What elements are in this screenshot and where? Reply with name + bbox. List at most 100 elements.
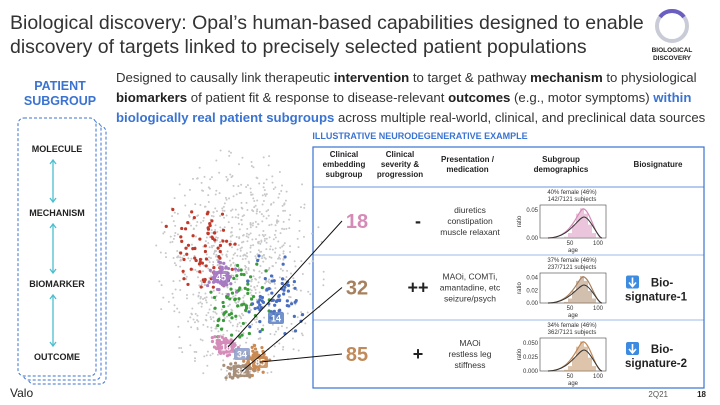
- embedding-dot: [258, 291, 261, 294]
- embedding-dot: [291, 330, 294, 333]
- embedding-dot: [262, 200, 265, 203]
- embedding-dot: [183, 194, 186, 197]
- embedding-dot: [283, 228, 286, 231]
- cluster-dot: [204, 264, 208, 268]
- cluster-dot: [218, 260, 223, 265]
- embedding-dot: [297, 349, 300, 352]
- embedding-dot: [231, 216, 234, 219]
- embedding-dot: [202, 216, 205, 219]
- embedding-dot: [221, 209, 224, 212]
- mini-y-tick: 0.050: [523, 341, 539, 347]
- embedding-dot: [234, 270, 237, 273]
- embedding-dot: [237, 216, 240, 219]
- embedding-dot: [240, 241, 243, 244]
- cluster-dot: [261, 370, 265, 374]
- embedding-dot: [279, 267, 282, 270]
- embedding-dot: [262, 186, 265, 189]
- embedding-dot: [281, 245, 284, 248]
- embedding-dot: [292, 348, 295, 351]
- cluster-dot: [226, 266, 231, 271]
- embedding-dot: [236, 325, 239, 328]
- mini-bar: [572, 290, 576, 303]
- cluster-dot: [207, 280, 211, 284]
- embedding-dot: [251, 323, 254, 326]
- embedding-dot: [192, 318, 195, 321]
- cluster-dot: [285, 299, 289, 303]
- embedding-dot: [237, 330, 240, 333]
- embedding-dot: [196, 270, 199, 273]
- embedding-dot: [288, 218, 291, 221]
- embedding-dot: [289, 245, 292, 248]
- embedding-dot: [162, 296, 165, 299]
- embedding-dot: [201, 270, 204, 273]
- embedding-dot: [234, 216, 237, 219]
- presentation-line: diuretics: [454, 205, 486, 215]
- column-header: severity &: [381, 160, 419, 169]
- embedding-dot: [322, 270, 325, 273]
- cluster-dot: [192, 215, 196, 220]
- embedding-dot: [285, 227, 288, 230]
- embedding-dot: [263, 239, 266, 242]
- embedding-dot: [279, 257, 282, 260]
- mini-density: [547, 349, 603, 372]
- embedding-dot: [239, 255, 242, 258]
- embedding-dot: [235, 235, 238, 238]
- embedding-dot: [267, 305, 270, 308]
- cluster-dot: [294, 298, 298, 303]
- embedding-dot: [194, 312, 197, 315]
- cluster-dot: [249, 275, 253, 279]
- embedding-dot: [231, 208, 234, 211]
- mini-bar: [576, 280, 580, 303]
- embedding-dot: [212, 244, 215, 247]
- cluster-dot: [230, 291, 235, 295]
- embedding-dot: [218, 292, 221, 295]
- embedding-dot: [155, 244, 158, 247]
- embedding-dot: [234, 252, 237, 255]
- embedding-dot: [195, 350, 198, 353]
- embedding-dot: [207, 267, 210, 270]
- biosignature-line: signature-1: [625, 292, 688, 304]
- embedding-dot: [230, 226, 233, 229]
- embedding-dot: [273, 233, 276, 236]
- embedding-dot: [251, 224, 254, 227]
- text-run: outcomes: [448, 90, 511, 105]
- embedding-dot: [228, 303, 231, 306]
- embedding-dot: [193, 360, 196, 363]
- embedding-dot: [210, 275, 213, 278]
- embedding-dot: [162, 232, 165, 235]
- demographics-line: 142/7121 subjects: [548, 197, 597, 203]
- embedding-dot: [214, 299, 217, 302]
- embedding-dot: [197, 276, 200, 279]
- mini-density: [547, 284, 603, 304]
- embedding-dot: [193, 321, 196, 324]
- embedding-dot: [241, 156, 244, 159]
- embedding-dot: [163, 230, 166, 233]
- embedding-dot: [278, 254, 281, 257]
- embedding-dot: [212, 289, 215, 292]
- embedding-dot: [263, 316, 266, 319]
- embedding-dot: [192, 293, 195, 296]
- cluster-dot: [222, 304, 226, 309]
- embedding-dot: [185, 294, 188, 297]
- embedding-dot: [199, 295, 202, 298]
- embedding-dot: [238, 163, 241, 166]
- embedding-dot: [240, 317, 243, 320]
- cluster-dot: [206, 210, 210, 214]
- cluster-dot: [248, 373, 252, 377]
- embedding-dot: [255, 321, 258, 324]
- embedding-dot: [209, 354, 212, 357]
- embedding-dot: [215, 236, 218, 239]
- embedding-dot: [177, 325, 180, 328]
- embedding-dot: [298, 229, 301, 232]
- embedding-dot: [196, 220, 199, 223]
- embedding-dot: [216, 230, 219, 233]
- embedding-dot: [306, 311, 309, 314]
- cluster-dot: [256, 300, 260, 304]
- level-label: BIOMARKER: [29, 279, 85, 289]
- cluster-label: 34: [237, 350, 247, 360]
- embedding-dot: [268, 266, 271, 269]
- column-header: Clinical: [330, 150, 358, 159]
- embedding-dot: [229, 173, 232, 176]
- cluster-dot: [260, 345, 264, 350]
- cluster-dot: [242, 359, 246, 363]
